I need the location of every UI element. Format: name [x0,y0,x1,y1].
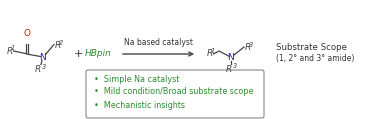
Text: R: R [207,50,213,59]
Text: R: R [226,64,232,74]
Text: 1: 1 [11,45,15,51]
Text: R: R [35,65,41,74]
Text: 3: 3 [42,64,46,70]
Text: (1, 2° and 3° amide): (1, 2° and 3° amide) [276,54,355,62]
FancyBboxPatch shape [86,70,264,118]
Text: 2: 2 [59,40,63,46]
Text: O: O [23,30,30,39]
Text: •  Mechanistic insights: • Mechanistic insights [94,101,185,109]
Text: 3: 3 [248,42,253,48]
Text: R: R [245,44,251,52]
Text: R: R [7,47,13,55]
Text: R: R [55,42,61,50]
Text: 1: 1 [211,48,215,54]
Text: +: + [73,49,83,59]
Text: •  Simple Na catalyst: • Simple Na catalyst [94,74,180,84]
Text: 3: 3 [232,63,237,69]
Text: HBpin: HBpin [85,50,112,59]
Text: Substrate Scope: Substrate Scope [276,42,347,52]
Text: N: N [228,52,234,62]
Text: Na based catalyst: Na based catalyst [124,38,193,47]
Text: N: N [39,52,45,62]
Text: •  Mild condition/Broad substrate scope: • Mild condition/Broad substrate scope [94,87,254,97]
